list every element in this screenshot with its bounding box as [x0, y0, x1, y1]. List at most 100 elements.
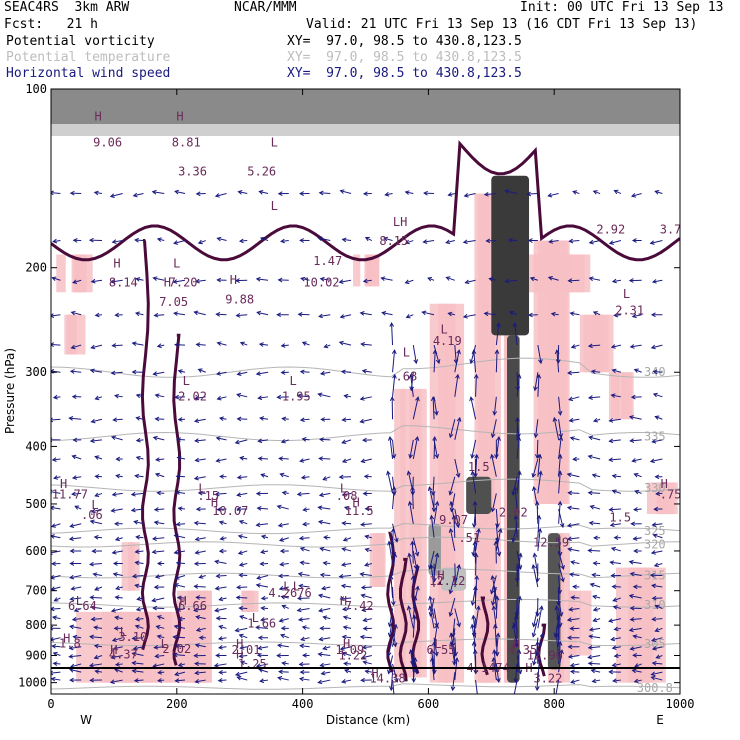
wind-vector-head: [473, 585, 478, 591]
wind-speed-band: [375, 533, 386, 587]
wind-vector-head: [383, 236, 389, 242]
wind-vector: [433, 553, 438, 576]
wind-vector: [548, 276, 559, 281]
wind-vector: [114, 395, 123, 398]
wind-vector-head: [260, 534, 266, 540]
wind-vector-head: [390, 601, 396, 607]
wind-vector-head: [89, 438, 95, 444]
wind-vector-head: [633, 548, 639, 554]
wind-vector-head: [650, 671, 656, 677]
wind-vector-head: [235, 595, 241, 600]
wind-vector-head: [592, 617, 598, 623]
wind-vector-head: [194, 670, 200, 676]
wind-vector-head: [409, 386, 415, 392]
wind-vector: [176, 523, 186, 525]
wind-vector-head: [194, 643, 200, 648]
wind-vector-head: [650, 675, 656, 681]
wind-vector: [515, 515, 518, 538]
wind-vector: [588, 646, 601, 649]
wind-vector: [52, 616, 61, 620]
wind-speed-band: [578, 590, 592, 656]
wind-vector: [133, 646, 144, 650]
wind-vector: [258, 439, 269, 442]
wind-vector-head: [411, 678, 417, 683]
wind-vector: [258, 396, 269, 399]
wind-vector: [475, 528, 480, 552]
wind-vector: [360, 418, 372, 423]
wind-vector: [319, 637, 331, 641]
wind-vector-head: [496, 322, 501, 327]
wind-vector-head: [217, 645, 223, 650]
wind-vector-head: [279, 561, 285, 567]
wind-vector: [431, 658, 435, 681]
wind-vector: [240, 457, 248, 460]
wind-vector: [412, 596, 416, 619]
wind-vector-head: [570, 560, 576, 565]
wind-vector-head: [587, 490, 593, 496]
wind-vector-head: [297, 617, 303, 622]
extrema-label: H: [230, 273, 237, 287]
wind-vector-head: [299, 546, 305, 552]
wind-vector-head: [279, 548, 285, 554]
wind-vector-head: [557, 410, 563, 416]
extrema-label: 1.47: [313, 254, 342, 268]
wind-vector-head: [131, 668, 137, 674]
wind-vector-head: [483, 311, 489, 317]
wind-vector-head: [547, 192, 553, 198]
wind-vector-head: [317, 505, 323, 511]
wind-vector-head: [69, 190, 75, 196]
wind-vector-head: [213, 663, 219, 668]
wind-vector: [235, 671, 248, 676]
wind-vector: [154, 646, 165, 649]
wind-vector: [116, 475, 123, 478]
extrema-label: L: [403, 345, 410, 359]
extrema-label: 7.42: [345, 599, 374, 613]
wind-vector-head: [110, 370, 116, 376]
wind-vector-head: [93, 625, 99, 630]
wind-vector: [51, 314, 61, 317]
wind-vector-head: [511, 490, 516, 496]
wind-vector: [385, 193, 393, 196]
wind-vector: [570, 670, 580, 673]
wind-vector-head: [474, 453, 479, 459]
wind-vector: [215, 492, 227, 495]
wind-vector-head: [110, 508, 116, 513]
wind-vector: [630, 618, 642, 621]
wind-vector: [198, 492, 206, 494]
extrema-label: 3.36: [178, 165, 207, 179]
wind-vector: [433, 350, 436, 373]
wind-vector-head: [317, 652, 323, 657]
wind-vector: [195, 279, 206, 283]
wind-vector-head: [612, 605, 618, 610]
wind-vector: [278, 523, 289, 527]
wind-vector: [569, 418, 580, 422]
wind-vector-head: [156, 237, 162, 242]
wind-vector-head: [456, 416, 462, 422]
extrema-label: H: [340, 594, 347, 608]
wind-vector: [589, 627, 601, 631]
wind-vector-head: [587, 645, 593, 650]
wind-vector-head: [629, 344, 635, 349]
wind-vector-head: [568, 238, 574, 244]
wind-vector-head: [650, 344, 656, 350]
wind-vector: [489, 278, 497, 281]
wind-vector-head: [176, 437, 182, 442]
wind-vector-head: [485, 238, 491, 244]
wind-vector-head: [131, 635, 137, 641]
wind-vector: [653, 371, 663, 373]
wind-vector: [69, 646, 82, 650]
wind-vector-head: [323, 343, 329, 349]
wind-vector: [589, 277, 601, 281]
wind-vector-head: [172, 634, 178, 640]
wind-vector: [590, 505, 601, 510]
wind-vector: [195, 458, 206, 461]
wind-vector: [152, 597, 165, 602]
wind-vector-head: [591, 473, 597, 478]
wind-vector-head: [566, 523, 572, 528]
wind-vector-head: [90, 278, 96, 284]
wind-vector-head: [154, 574, 160, 579]
wind-vector-head: [611, 489, 617, 494]
wind-vector: [513, 679, 518, 694]
wind-vector-head: [217, 678, 223, 683]
extrema-label: H: [164, 275, 171, 289]
